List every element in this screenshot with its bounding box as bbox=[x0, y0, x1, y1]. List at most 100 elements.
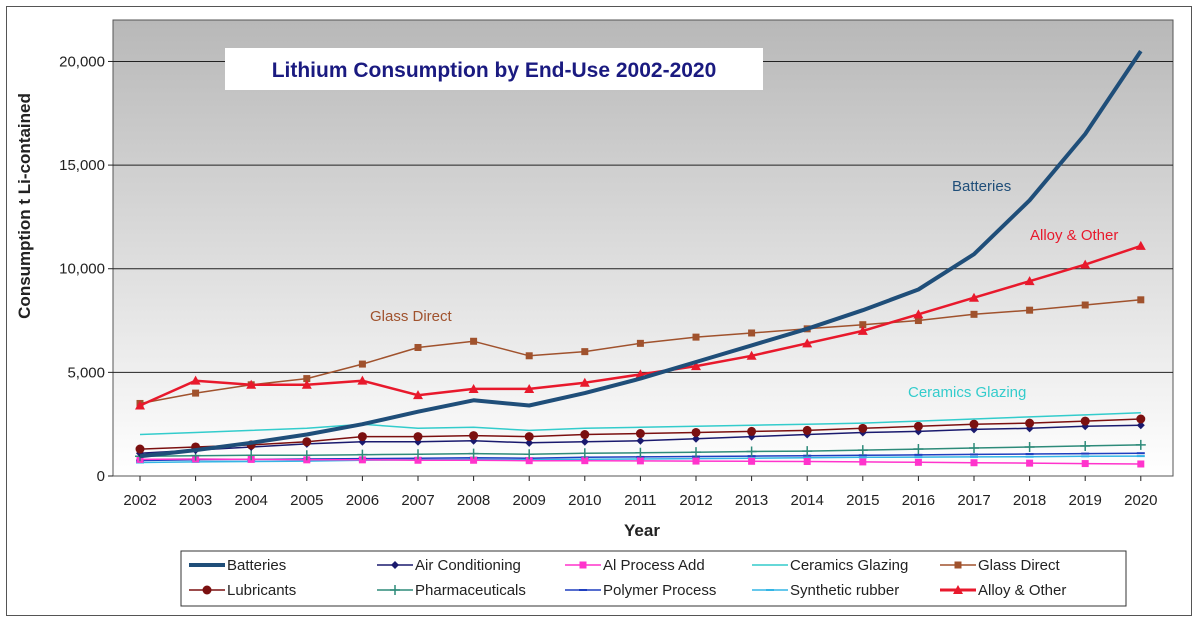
x-axis: 2002 2003 2004 2005 2006 2007 2008 2009 2010 2011… bbox=[123, 476, 1157, 509]
data-point bbox=[692, 457, 700, 465]
data-point bbox=[413, 449, 423, 460]
data-point bbox=[914, 458, 922, 466]
data-point bbox=[358, 456, 366, 464]
data-point bbox=[1024, 276, 1035, 286]
legend-marker bbox=[954, 561, 962, 569]
legend-item: Pharmaceuticals bbox=[377, 582, 526, 599]
legend-marker bbox=[391, 561, 399, 569]
legend-marker bbox=[390, 585, 400, 595]
data-point bbox=[747, 426, 757, 436]
data-point bbox=[357, 449, 368, 460]
legend-item: Al Process Add bbox=[565, 557, 705, 574]
data-point bbox=[468, 448, 479, 459]
data-point bbox=[970, 310, 978, 318]
legend-item: Lubricants bbox=[189, 582, 296, 599]
data-point bbox=[413, 432, 423, 442]
data-point bbox=[1081, 460, 1089, 468]
x-tick-label: 2013 bbox=[735, 492, 768, 509]
data-point bbox=[246, 450, 257, 461]
y-tick-label: 0 bbox=[97, 468, 105, 485]
title-box bbox=[225, 48, 763, 90]
data-point bbox=[357, 432, 367, 442]
data-point bbox=[190, 375, 201, 385]
data-point bbox=[525, 438, 534, 447]
legend-item: Batteries bbox=[189, 557, 286, 574]
data-point bbox=[1136, 414, 1146, 424]
x-tick-label: 2003 bbox=[179, 492, 212, 509]
legend-item: Polymer Process bbox=[565, 582, 716, 599]
x-tick-label: 2017 bbox=[957, 492, 990, 509]
data-point bbox=[1080, 259, 1091, 269]
data-point bbox=[470, 456, 478, 464]
data-point bbox=[414, 343, 422, 351]
data-point bbox=[691, 361, 701, 371]
legend-label: Polymer Process bbox=[603, 582, 716, 599]
legend-box bbox=[180, 550, 1127, 607]
legend-item: Synthetic rubber bbox=[752, 582, 899, 599]
x-tick-label: 2007 bbox=[401, 492, 434, 509]
x-tick-label: 2006 bbox=[346, 492, 379, 509]
data-point bbox=[635, 429, 645, 439]
data-point bbox=[581, 348, 589, 356]
data-point bbox=[525, 352, 533, 360]
legend-item: Glass Direct bbox=[940, 557, 1061, 574]
data-point bbox=[1080, 416, 1090, 426]
y-axis-title: Consumption t Li-contained bbox=[15, 93, 34, 319]
data-point bbox=[470, 337, 478, 345]
legend-label: Al Process Add bbox=[603, 557, 705, 574]
series-lubricants bbox=[135, 414, 1146, 454]
data-point bbox=[636, 436, 645, 445]
legend-label: Synthetic rubber bbox=[790, 582, 899, 599]
data-point bbox=[357, 375, 368, 385]
data-point bbox=[358, 360, 366, 368]
data-point bbox=[803, 457, 811, 465]
x-tick-label: 2011 bbox=[624, 492, 656, 509]
y-tick-label: 20,000 bbox=[59, 53, 105, 70]
series-pharmaceuticals bbox=[135, 439, 1146, 462]
data-point bbox=[579, 448, 590, 459]
data-point bbox=[748, 457, 756, 465]
data-point bbox=[580, 437, 589, 446]
data-point bbox=[691, 427, 701, 437]
legend-label: Glass Direct bbox=[978, 557, 1061, 574]
data-point bbox=[636, 457, 644, 465]
data-point bbox=[135, 400, 145, 410]
data-point bbox=[969, 419, 979, 429]
data-point bbox=[1135, 439, 1146, 450]
legend-marker bbox=[579, 561, 587, 569]
x-tick-label: 2014 bbox=[791, 492, 824, 509]
data-point bbox=[969, 443, 979, 454]
annotation-glass-direct: Glass Direct bbox=[370, 308, 453, 325]
data-point bbox=[413, 390, 423, 400]
data-point bbox=[414, 456, 422, 464]
chart-title: Lithium Consumption by End-Use 2002-2020 bbox=[272, 59, 717, 82]
legend-label: Air Conditioning bbox=[415, 557, 521, 574]
data-point bbox=[635, 447, 646, 458]
data-point bbox=[1136, 421, 1145, 430]
data-point bbox=[581, 457, 589, 465]
series-group bbox=[135, 49, 1146, 468]
data-point bbox=[579, 377, 590, 387]
data-point bbox=[469, 431, 479, 441]
legend-item: Alloy & Other bbox=[940, 582, 1066, 599]
x-tick-label: 2002 bbox=[123, 492, 156, 509]
series-batteries bbox=[139, 49, 1143, 459]
data-point bbox=[1026, 459, 1034, 467]
data-point bbox=[246, 379, 257, 389]
data-point bbox=[802, 425, 812, 435]
data-point bbox=[301, 450, 312, 461]
series-line bbox=[139, 412, 1141, 436]
data-point bbox=[468, 383, 479, 393]
x-tick-label: 2018 bbox=[1013, 492, 1046, 509]
x-tick-label: 2015 bbox=[846, 492, 879, 509]
data-point bbox=[913, 309, 924, 319]
series-ceramics-glazing bbox=[139, 412, 1141, 436]
x-tick-label: 2008 bbox=[457, 492, 490, 509]
data-point bbox=[691, 447, 701, 458]
legend-label: Alloy & Other bbox=[978, 582, 1066, 599]
annotation-alloy-other: Alloy & Other bbox=[1030, 227, 1118, 244]
x-tick-label: 2005 bbox=[290, 492, 323, 509]
data-point bbox=[969, 292, 979, 302]
x-tick-label: 2012 bbox=[679, 492, 712, 509]
